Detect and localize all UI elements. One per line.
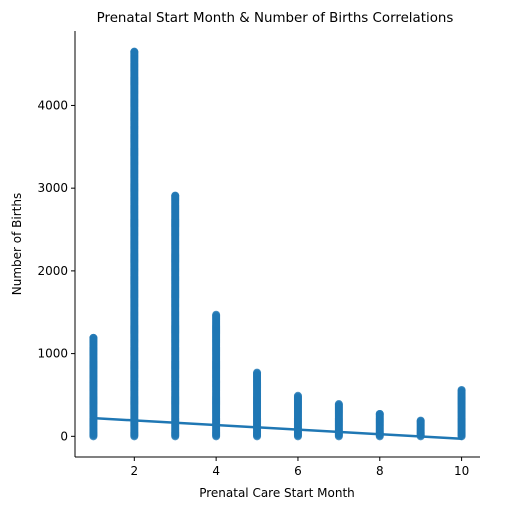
points-layer [89,48,465,441]
y-tick-label: 4000 [37,98,68,112]
data-point-max [376,410,384,418]
point-column-x10 [458,386,466,440]
data-point-max [417,417,425,425]
point-column-x5 [253,369,261,441]
data-point-max [212,311,220,319]
x-tick-label: 10 [454,464,469,478]
point-column-x8 [376,410,384,440]
data-point-max [171,192,179,200]
x-axis-label: Prenatal Care Start Month [199,486,355,500]
y-tick-label: 0 [60,429,68,443]
point-column-x4 [212,311,220,441]
x-tick-label: 2 [130,464,138,478]
chart-title: Prenatal Start Month & Number of Births … [97,11,454,26]
data-point-max [294,392,302,400]
data-point-max [130,48,138,56]
y-tick-label: 1000 [37,347,68,361]
point-column-x1 [89,334,97,440]
data-point-max [335,400,343,408]
data-point-max [89,334,97,342]
y-axis-label: Number of Births [10,193,24,295]
point-column-x3 [171,192,179,441]
point-column-x7 [335,400,343,440]
y-tick-label: 2000 [37,264,68,278]
x-tick-label: 4 [212,464,220,478]
data-point-max [253,369,261,377]
point-column-x6 [294,392,302,441]
regression-line [93,418,461,439]
x-tick-label: 8 [376,464,384,478]
regression-layer [93,418,461,439]
x-ticks: 2 4 6 8 10 [130,457,469,478]
y-tick-label: 3000 [37,181,68,195]
point-column-x2 [130,48,138,441]
x-tick-label: 6 [294,464,302,478]
y-ticks: 0 1000 2000 3000 4000 [37,98,75,443]
data-point-max [458,386,466,394]
